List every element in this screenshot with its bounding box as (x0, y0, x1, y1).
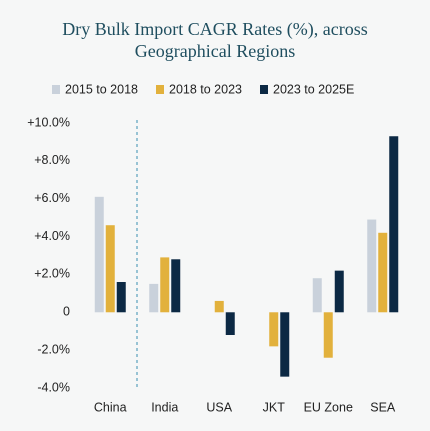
y-tick-label: +6.0% (34, 191, 70, 205)
bar (214, 300, 224, 313)
legend-swatch (260, 85, 268, 94)
bar (160, 257, 170, 313)
bar (312, 278, 322, 313)
bar (225, 312, 235, 335)
bar (269, 312, 279, 347)
bar (171, 259, 181, 313)
bar (280, 312, 290, 377)
x-tick-label: India (151, 400, 178, 414)
y-tick-label: +8.0% (34, 153, 70, 167)
y-tick-label: +4.0% (34, 229, 70, 243)
legend-swatch (52, 85, 60, 94)
bar (116, 282, 126, 313)
y-tick-label: -4.0% (37, 380, 70, 394)
legend-label: 2018 to 2023 (169, 82, 242, 96)
x-tick-label: EU Zone (304, 400, 353, 414)
bar (149, 283, 159, 313)
x-tick-label: USA (206, 400, 232, 414)
legend-swatch (156, 85, 164, 94)
y-tick-label: 0 (63, 305, 70, 319)
bar (389, 136, 399, 313)
x-tick-label: China (94, 400, 127, 414)
x-tick-label: SEA (370, 400, 396, 414)
legend-label: 2023 to 2025E (273, 82, 354, 96)
bar (323, 312, 333, 358)
chart-title: Dry Bulk Import CAGR Rates (%), across G… (62, 19, 368, 61)
legend-label: 2015 to 2018 (65, 82, 138, 96)
bar (367, 219, 377, 313)
bar (105, 225, 115, 313)
bar (94, 196, 104, 313)
x-tick-label: JKT (263, 400, 286, 414)
y-tick-label: +10.0% (27, 115, 70, 129)
bar (378, 232, 388, 313)
bar (334, 270, 344, 313)
y-tick-label: -2.0% (37, 342, 70, 356)
y-tick-label: +2.0% (34, 267, 70, 281)
